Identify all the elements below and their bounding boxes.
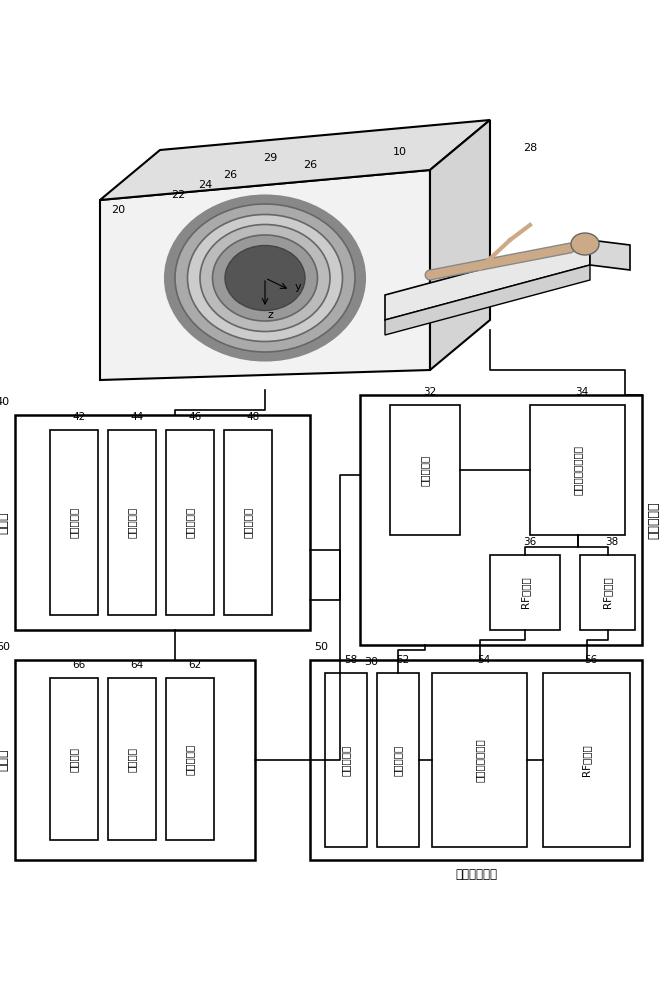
- Bar: [15, 415, 310, 630]
- Bar: [490, 555, 560, 630]
- Text: 信号收发器: 信号收发器: [647, 501, 660, 539]
- Ellipse shape: [213, 235, 317, 321]
- Text: 34: 34: [576, 387, 589, 397]
- Ellipse shape: [165, 196, 365, 360]
- Bar: [15, 660, 255, 860]
- Text: 52: 52: [396, 655, 409, 665]
- Text: 29: 29: [263, 153, 277, 163]
- Bar: [108, 430, 156, 615]
- Text: 22: 22: [171, 190, 185, 200]
- Text: 60: 60: [0, 642, 10, 652]
- Text: 66: 66: [72, 660, 85, 670]
- Bar: [50, 430, 98, 615]
- Bar: [390, 405, 460, 535]
- Text: 56: 56: [585, 655, 598, 665]
- Text: 对象监视器: 对象监视器: [127, 507, 137, 538]
- Text: 50: 50: [314, 642, 328, 652]
- Bar: [432, 673, 527, 847]
- Text: 10: 10: [393, 147, 407, 157]
- Text: y: y: [294, 282, 302, 292]
- Bar: [377, 673, 419, 847]
- Text: z: z: [267, 310, 273, 320]
- Text: RF接收器: RF接收器: [603, 577, 612, 608]
- Text: 顺序控制器: 顺序控制器: [393, 744, 403, 776]
- Text: 系统控制单元: 系统控制单元: [455, 868, 497, 882]
- Ellipse shape: [571, 233, 599, 255]
- Polygon shape: [590, 240, 630, 270]
- Text: 梯度磁场控制器: 梯度磁场控制器: [475, 738, 484, 782]
- Text: 监视器: 监视器: [0, 511, 9, 534]
- Text: 20: 20: [111, 205, 125, 215]
- Text: 40: 40: [0, 397, 10, 407]
- Polygon shape: [385, 240, 590, 320]
- Text: 输出接口: 输出接口: [127, 746, 137, 772]
- Text: 26: 26: [303, 160, 317, 170]
- Text: RF控制器: RF控制器: [581, 744, 591, 776]
- Text: 发送和接收切换器: 发送和接收切换器: [572, 445, 583, 495]
- Ellipse shape: [175, 204, 355, 352]
- Text: 38: 38: [605, 537, 619, 547]
- Text: 梯度放大器: 梯度放大器: [420, 454, 430, 486]
- Bar: [530, 405, 625, 535]
- Text: 26: 26: [223, 170, 237, 180]
- Ellipse shape: [225, 245, 305, 310]
- Bar: [310, 660, 642, 860]
- Bar: [325, 673, 367, 847]
- Bar: [543, 673, 630, 847]
- Ellipse shape: [200, 225, 330, 332]
- Text: 42: 42: [72, 412, 85, 422]
- Polygon shape: [430, 120, 490, 370]
- Text: 54: 54: [477, 655, 491, 665]
- Ellipse shape: [187, 215, 343, 342]
- Text: 46: 46: [188, 412, 201, 422]
- Text: 30: 30: [364, 657, 378, 667]
- Text: 24: 24: [198, 180, 212, 190]
- Bar: [224, 430, 272, 615]
- Text: 62: 62: [188, 660, 201, 670]
- Bar: [166, 678, 214, 840]
- Polygon shape: [385, 265, 590, 335]
- Bar: [360, 395, 642, 645]
- Text: RF发送器: RF发送器: [520, 577, 530, 608]
- Text: 台体控制器: 台体控制器: [185, 507, 195, 538]
- Polygon shape: [100, 120, 490, 200]
- Text: 28: 28: [523, 143, 537, 153]
- Text: 64: 64: [130, 660, 143, 670]
- Bar: [50, 678, 98, 840]
- Text: 系统监视器: 系统监视器: [69, 507, 79, 538]
- Text: 输入接口: 输入接口: [69, 746, 79, 772]
- Text: 台架控制器: 台架控制器: [341, 744, 351, 776]
- Text: 操作者: 操作者: [0, 749, 9, 771]
- Text: 44: 44: [130, 412, 143, 422]
- Text: 48: 48: [246, 412, 259, 422]
- Polygon shape: [100, 170, 430, 380]
- Bar: [166, 430, 214, 615]
- Bar: [108, 678, 156, 840]
- Text: 36: 36: [523, 537, 536, 547]
- Text: 58: 58: [344, 655, 357, 665]
- Text: 显示控制器: 显示控制器: [243, 507, 253, 538]
- Text: 图像处理器: 图像处理器: [185, 743, 195, 775]
- Text: 32: 32: [423, 387, 436, 397]
- Bar: [580, 555, 635, 630]
